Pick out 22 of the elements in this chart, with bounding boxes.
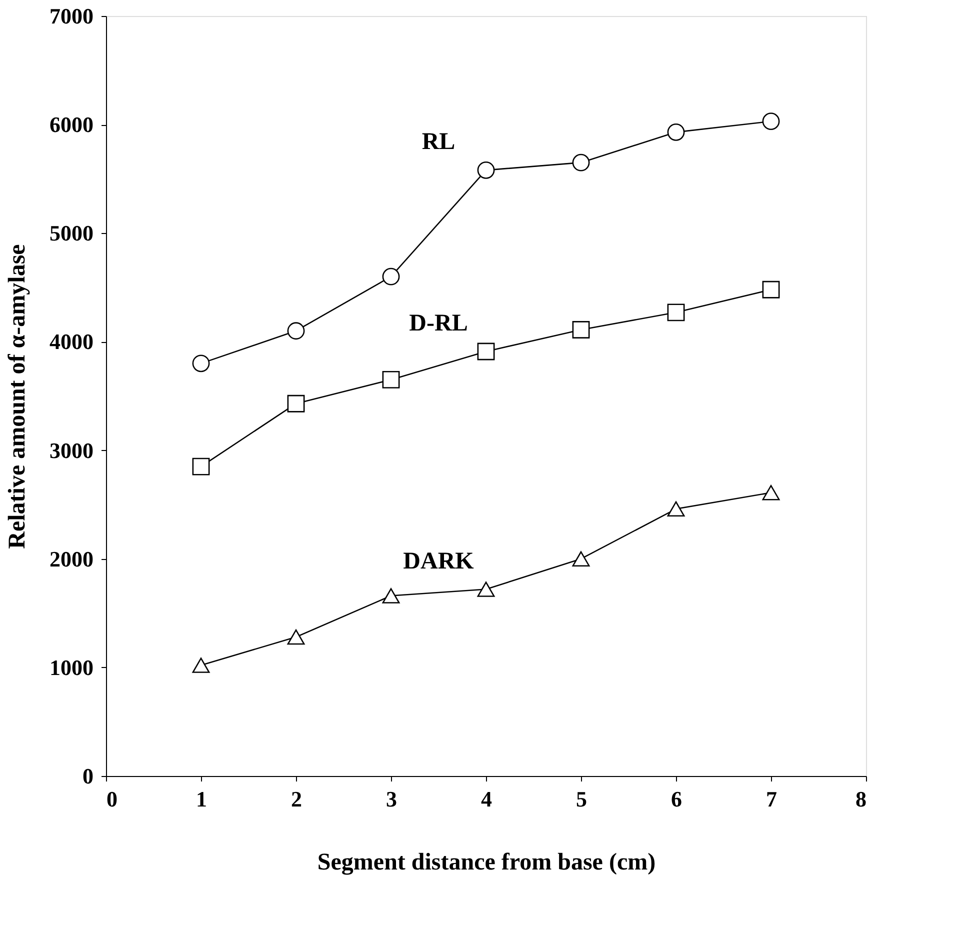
series-label: RL	[422, 129, 456, 156]
series-label: DARK	[403, 548, 474, 574]
x-tick-label: 2	[291, 786, 302, 812]
x-tick-label: 3	[386, 786, 397, 812]
x-tick-label: 4	[481, 786, 492, 812]
series-label: D-RL	[409, 310, 468, 336]
x-tick-label: 6	[671, 786, 682, 812]
y-tick-label: 2000	[50, 546, 94, 572]
y-tick-label: 3000	[50, 438, 94, 463]
y-tick-label: 5000	[50, 220, 94, 246]
y-axis-title: Relative amount of α-amylase	[4, 244, 30, 549]
x-tick-label: 5	[576, 786, 587, 812]
x-tick-label: 0	[106, 786, 118, 812]
x-tick-label: 8	[856, 786, 866, 812]
y-tick-label: 1000	[50, 654, 94, 680]
x-tick-label: 7	[766, 786, 777, 812]
y-tick-label: 0	[82, 764, 94, 788]
y-tick-label: 6000	[50, 112, 94, 138]
y-tick-label: 7000	[50, 4, 94, 28]
y-tick-label: 4000	[50, 329, 94, 354]
x-axis-title: Segment distance from base (cm)	[317, 850, 656, 876]
x-tick-label: 1	[196, 786, 207, 812]
